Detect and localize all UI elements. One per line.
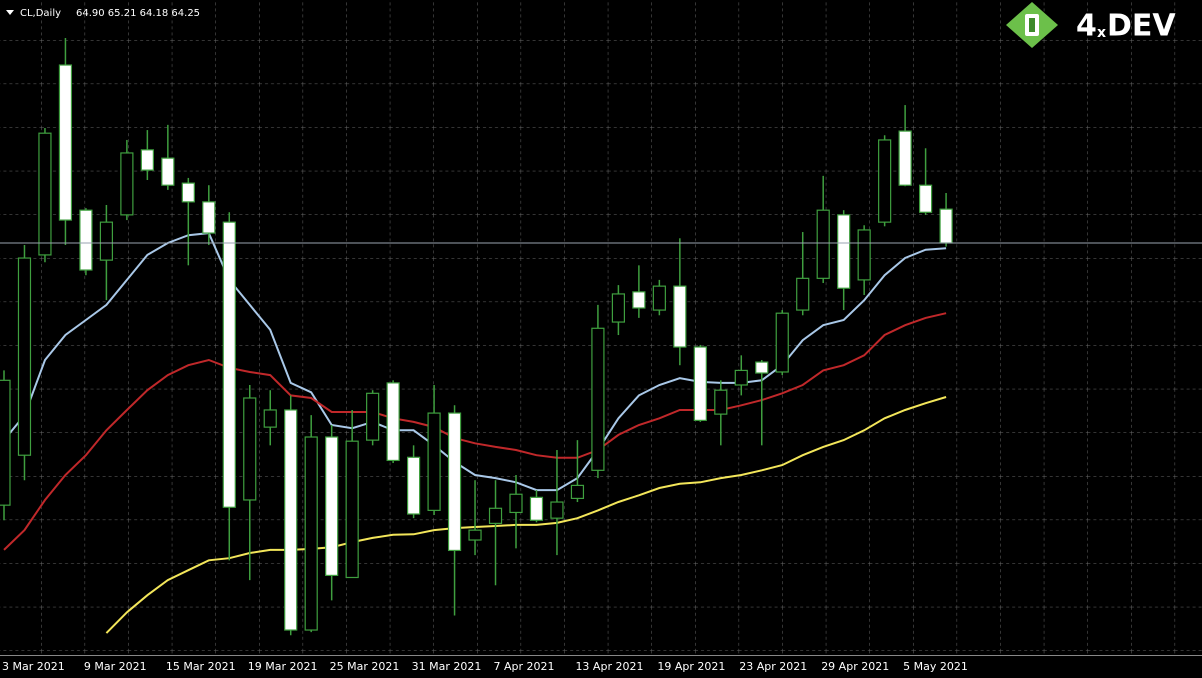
candle-body (632, 291, 646, 309)
candle-body (263, 409, 277, 428)
x-tick-label: 29 Apr 2021 (821, 660, 889, 673)
candle-body (79, 209, 93, 271)
candle-body (58, 64, 73, 221)
candle-body (570, 484, 585, 500)
candle-body (366, 392, 380, 441)
x-tick-label: 19 Mar 2021 (248, 660, 318, 673)
candle-body (816, 209, 830, 279)
moving-average-line (3, 232, 947, 492)
candle-body (488, 507, 503, 524)
candle-body (734, 369, 748, 386)
candle-body (0, 379, 11, 506)
candle-body (181, 182, 195, 203)
candle-body (611, 293, 626, 323)
chart-title: CL,Daily (20, 8, 61, 19)
candle-body (837, 214, 851, 289)
x-tick-label: 31 Mar 2021 (412, 660, 482, 673)
candle-body (652, 285, 666, 311)
candle-body (17, 257, 32, 456)
candle-body (509, 493, 523, 514)
candle-body (673, 285, 687, 348)
plot-area (0, 37, 1202, 636)
candle-body (304, 436, 318, 631)
candle-body (99, 221, 114, 261)
logo-text: 4 (1076, 9, 1097, 44)
logo-text: DEV (1107, 9, 1176, 44)
x-tick-label: 23 Apr 2021 (739, 660, 807, 673)
logo: 4 x DEV (1006, 2, 1176, 48)
candle-body (468, 529, 482, 541)
candle-body (284, 409, 298, 631)
candle-body (140, 149, 154, 171)
x-tick-label: 5 May 2021 (903, 660, 968, 673)
x-tick-label: 15 Mar 2021 (166, 660, 236, 673)
candle-body (222, 221, 236, 508)
candle-body (775, 312, 789, 373)
x-tick-label: 25 Mar 2021 (330, 660, 400, 673)
moving-average-line (105, 396, 947, 634)
x-tick-label: 13 Apr 2021 (575, 660, 643, 673)
moving-average-line (3, 312, 947, 551)
candle-body (202, 201, 216, 234)
grid (0, 0, 1202, 655)
candle-body (407, 456, 421, 515)
candle-body (878, 139, 892, 223)
candle-body (898, 130, 912, 186)
candle-body (38, 132, 52, 256)
x-tick-label: 3 Mar 2021 (2, 660, 65, 673)
x-tick-label: 19 Apr 2021 (657, 660, 725, 673)
menu-triangle[interactable] (6, 10, 14, 15)
x-tick-label: 9 Mar 2021 (84, 660, 147, 673)
candle-body (529, 496, 544, 521)
candle-body (918, 184, 933, 213)
x-tick-label: 7 Apr 2021 (494, 660, 555, 673)
logo-text: x (1097, 25, 1106, 41)
candle-body (345, 440, 359, 579)
candle-body (161, 157, 175, 186)
candle-body (120, 152, 134, 216)
candle-body (325, 436, 339, 577)
ohlc-info: 64.90 65.21 64.18 64.25 (76, 8, 200, 19)
logo-icon (1029, 18, 1035, 32)
candle-body (693, 346, 707, 421)
candle-body (591, 327, 605, 471)
candle-body (755, 361, 769, 374)
candle-body (447, 412, 462, 552)
candle-body (857, 229, 871, 281)
candle-body (386, 382, 400, 462)
candle-body (243, 397, 257, 501)
candle-body (796, 277, 810, 311)
candle-body (714, 389, 728, 415)
candle-body (427, 412, 441, 511)
candle-body (939, 208, 953, 244)
candle-body (550, 501, 564, 519)
